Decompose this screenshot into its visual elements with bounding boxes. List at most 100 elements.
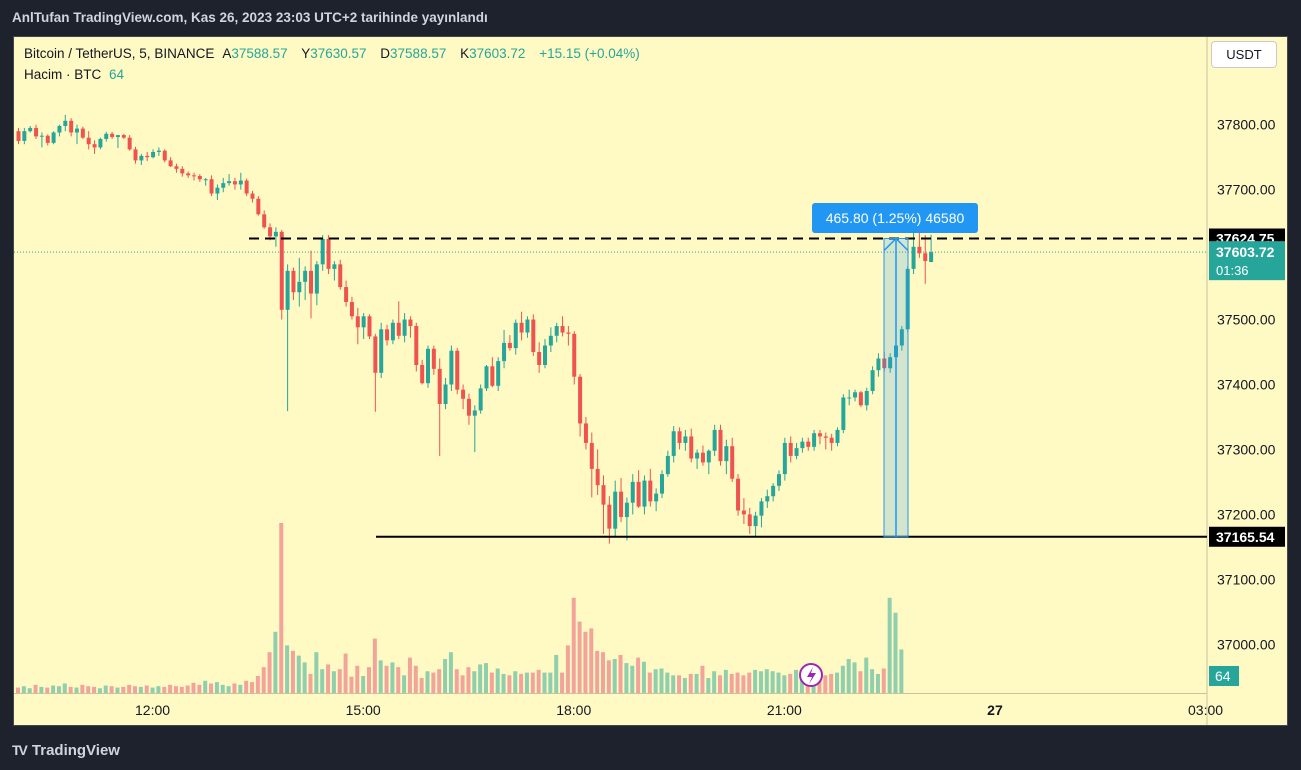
change-value: +15.15 (+0.04%) bbox=[539, 46, 640, 61]
measure-label: 465.80 (1.25%) 46580 bbox=[826, 210, 965, 226]
volume-bar bbox=[723, 669, 728, 693]
published-text: AnlTufan TradingView.com, Kas 26, 2023 2… bbox=[12, 10, 488, 25]
volume-bar bbox=[103, 685, 108, 693]
volume-bar bbox=[279, 523, 284, 693]
candle-body bbox=[390, 322, 395, 341]
volume-bar bbox=[846, 659, 851, 693]
candle-body bbox=[858, 392, 863, 406]
volume-label[interactable]: Hacim · BTC bbox=[24, 67, 102, 82]
candle-body bbox=[496, 361, 501, 386]
volume-bar bbox=[16, 687, 20, 693]
candle-body bbox=[414, 326, 419, 365]
candle-body bbox=[812, 433, 817, 447]
volume-bar bbox=[729, 673, 734, 693]
volume-bar bbox=[250, 682, 254, 693]
volume-bar bbox=[337, 669, 342, 693]
candle-body bbox=[443, 384, 448, 404]
candle-body bbox=[162, 150, 167, 161]
volume-bar bbox=[513, 671, 518, 693]
volume-bar bbox=[665, 672, 670, 693]
volume-bar bbox=[565, 645, 570, 693]
candle-body bbox=[367, 316, 372, 337]
volume-bar bbox=[402, 675, 407, 693]
symbol-label[interactable]: Bitcoin / TetherUS, 5, BINANCE bbox=[24, 46, 215, 61]
volume-bar bbox=[109, 686, 114, 693]
volume-bar bbox=[718, 675, 722, 693]
volume-bar bbox=[460, 675, 465, 693]
volume-bar bbox=[197, 684, 202, 693]
time-tick-label: 15:00 bbox=[346, 702, 381, 718]
volume-bar bbox=[320, 669, 325, 693]
volume-bar bbox=[349, 676, 354, 693]
candle-body bbox=[420, 365, 425, 384]
volume-value: 64 bbox=[109, 67, 125, 82]
volume-bar bbox=[454, 669, 459, 693]
volume-bar bbox=[302, 662, 307, 693]
lightning-icon-bolt bbox=[807, 667, 816, 684]
volume-bar bbox=[829, 673, 834, 693]
countdown-label: 01:36 bbox=[1216, 263, 1249, 278]
candle-body bbox=[151, 151, 156, 158]
high-value: Y37630.57 bbox=[301, 46, 367, 61]
candle-body bbox=[788, 442, 793, 456]
candle-body bbox=[291, 270, 296, 293]
candle-body bbox=[513, 322, 518, 349]
time-tick-label: 18:00 bbox=[556, 702, 591, 718]
candle-body bbox=[829, 437, 834, 443]
candle-body bbox=[115, 135, 120, 138]
candle-body bbox=[771, 485, 776, 497]
volume-bar bbox=[390, 662, 395, 693]
volume-bar bbox=[823, 675, 828, 693]
candle-body bbox=[677, 431, 682, 443]
candle-body bbox=[601, 485, 606, 505]
volume-bar bbox=[33, 684, 38, 693]
candle-body bbox=[642, 480, 647, 507]
volume-bar bbox=[887, 597, 892, 693]
candle-body bbox=[186, 173, 191, 176]
volume-bar bbox=[121, 686, 126, 693]
candle-body bbox=[917, 246, 922, 254]
volume-bar bbox=[747, 672, 752, 693]
volume-bar bbox=[290, 650, 295, 693]
currency-button[interactable]: USDT bbox=[1211, 41, 1277, 68]
volume-bar bbox=[858, 671, 863, 693]
volume-bar bbox=[507, 675, 512, 693]
price-tick-label: 37300.00 bbox=[1217, 441, 1276, 457]
volume-bar bbox=[296, 655, 301, 693]
volume-bar bbox=[466, 667, 471, 693]
volume-bar bbox=[343, 653, 348, 693]
candle-body bbox=[841, 397, 846, 430]
price-tick-label: 37200.00 bbox=[1217, 506, 1276, 522]
candle-body bbox=[80, 128, 85, 138]
candle-body bbox=[361, 316, 366, 328]
candle-body bbox=[847, 397, 852, 399]
candle-body bbox=[22, 131, 27, 141]
volume-bar bbox=[677, 675, 682, 693]
candle-body bbox=[156, 150, 161, 152]
candle-body bbox=[309, 270, 313, 294]
candle-body bbox=[712, 429, 717, 451]
candle-body bbox=[92, 144, 97, 148]
volume-bar bbox=[554, 654, 559, 693]
low-value: D37588.57 bbox=[380, 46, 447, 61]
volume-bar bbox=[285, 645, 290, 693]
volume-bar bbox=[671, 675, 676, 693]
candle-body bbox=[373, 336, 378, 373]
candle-body bbox=[876, 358, 881, 371]
volume-bar bbox=[168, 684, 173, 693]
volume-bar bbox=[630, 665, 635, 693]
candle-body bbox=[285, 270, 290, 310]
chart-frame[interactable]: 37900.0037800.0037700.0037500.0037400.00… bbox=[13, 36, 1288, 726]
volume-bar bbox=[840, 665, 845, 693]
candlestick-chart[interactable]: 37900.0037800.0037700.0037500.0037400.00… bbox=[14, 37, 1288, 726]
candle-body bbox=[98, 138, 103, 148]
tradingview-footer[interactable]: TV TradingView bbox=[12, 740, 120, 760]
volume-bar bbox=[519, 673, 524, 693]
candle-body bbox=[174, 166, 179, 169]
candle-body bbox=[595, 468, 600, 486]
volume-bar bbox=[653, 669, 658, 693]
candle-body bbox=[256, 198, 261, 215]
volume-bar bbox=[770, 671, 775, 693]
candle-body bbox=[548, 335, 553, 346]
candle-body bbox=[624, 502, 629, 517]
